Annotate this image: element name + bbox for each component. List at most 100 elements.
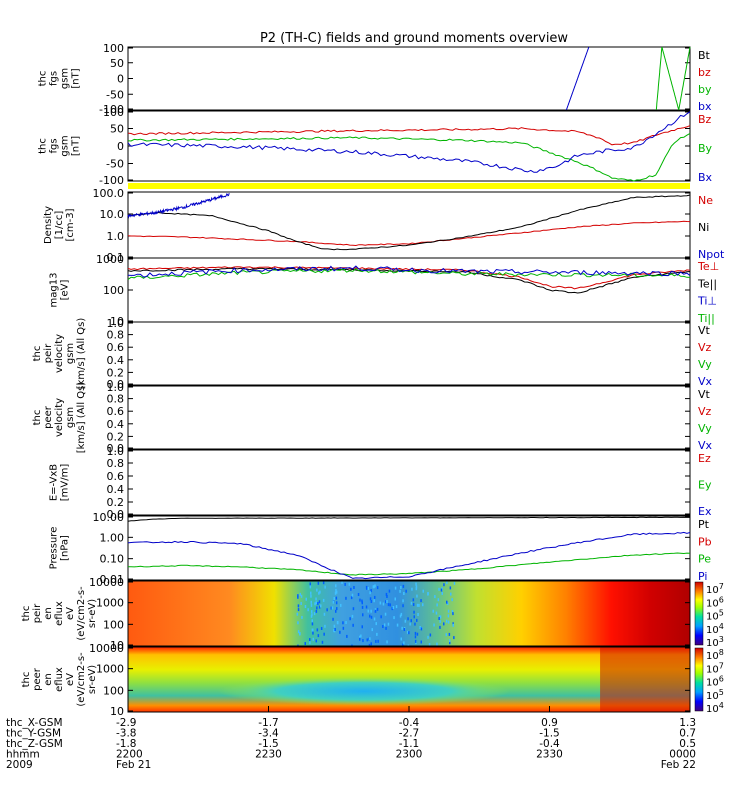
- legend-entry: Pi: [698, 570, 707, 583]
- peir-speckle: [399, 614, 402, 618]
- peir-speckle: [377, 639, 379, 643]
- y-tick-label: 100: [103, 284, 124, 297]
- peir-speckle: [348, 582, 351, 586]
- peir-speckle: [367, 609, 369, 613]
- colorbar-exponent: 7: [719, 661, 724, 670]
- peir-speckle: [318, 600, 321, 604]
- peir-speckle: [389, 603, 391, 607]
- legend-entry: By: [698, 142, 713, 155]
- y-axis-label-line: thc: [21, 606, 32, 622]
- peir-speckle: [447, 620, 450, 624]
- y-tick-label: 10.00: [93, 511, 125, 524]
- panel-frame: [127, 321, 691, 386]
- y-tick-label: 0.6: [107, 470, 125, 483]
- peir-speckle: [319, 590, 321, 594]
- peir-speckle: [330, 606, 332, 610]
- peir-speckle: [441, 591, 443, 595]
- y-tick-label: 10: [110, 315, 124, 328]
- peir-speckle: [387, 622, 390, 626]
- legend-entry: Ex: [698, 505, 712, 518]
- peir-speckle: [310, 600, 312, 604]
- legend-entry: Npot: [698, 248, 725, 261]
- peir-speckle: [353, 586, 355, 589]
- peir-speckle: [447, 609, 450, 613]
- y-axis-label-line: gsm: [60, 135, 71, 156]
- peir-speckle: [311, 610, 313, 614]
- legend-entry: Ez: [698, 452, 711, 465]
- colorbar-label: 105: [706, 688, 724, 702]
- peir-speckle: [344, 582, 346, 586]
- peir-speckle: [312, 628, 314, 632]
- peir-speckle: [405, 589, 407, 593]
- colorbar-exponent: 8: [719, 648, 724, 657]
- peer-hot-band: [600, 647, 690, 712]
- y-axis-label-line: Pressure: [49, 527, 60, 570]
- series-density-npot: [127, 192, 230, 219]
- legend-entry: Ti⊥: [697, 295, 717, 308]
- x-row-label: hhmm: [6, 749, 40, 761]
- peir-speckle: [304, 605, 307, 608]
- peir-speckle: [414, 639, 417, 643]
- peir-speckle: [453, 581, 456, 585]
- peir-speckle: [296, 612, 299, 616]
- panel-peer_spec: 10000 1000 100 10 thc peer en eflux eV (eV/cm2-s-…: [21, 642, 724, 718]
- y-axis-label-line: sr-eV): [87, 599, 98, 628]
- colorbar-label: 104: [706, 622, 724, 636]
- y-axis-label-line: [eV]: [60, 280, 71, 301]
- peir-speckle: [416, 618, 418, 622]
- x-row-label: 2009: [6, 759, 33, 771]
- peir-speckle: [385, 626, 387, 630]
- y-tick-label: 50: [110, 123, 124, 136]
- y-axis-label: thc peir en eflux eV (eV/cm2-s-sr-eV): [21, 586, 98, 641]
- panel-fgl: 100 50 0 -50 -100 thc fgs gsm [nT] Bz By Bx: [38, 106, 713, 187]
- y-tick-label: 100.0: [93, 187, 125, 200]
- legend-entry: bz: [698, 66, 711, 79]
- peir-speckle: [401, 626, 403, 630]
- colorbar-exponent: 7: [719, 582, 724, 591]
- peir-spectrogram: [128, 581, 690, 646]
- y-tick-label: 0.0: [107, 378, 125, 391]
- peir-speckle: [331, 606, 334, 610]
- legend-entry: bx: [698, 100, 712, 113]
- legend-entry: Bt: [698, 49, 711, 62]
- peir-speckle: [369, 597, 372, 601]
- colorbar-exponent: 5: [719, 688, 724, 697]
- y-tick-label: 50: [110, 57, 124, 70]
- peir-speckle: [375, 639, 377, 643]
- peir-speckle: [417, 613, 419, 616]
- peir-speckle: [446, 600, 448, 604]
- y-tick-label: 10: [110, 639, 124, 652]
- peir-speckle: [367, 586, 369, 590]
- panel-frame: [127, 515, 691, 581]
- y-axis-label-line: (eV/cm2-s-: [76, 586, 87, 641]
- colorbar-label: 103: [706, 635, 724, 649]
- peir-speckle: [357, 593, 360, 596]
- peir-speckle: [419, 626, 421, 629]
- peir-speckle: [402, 599, 404, 603]
- y-axis-label-line: velocity: [54, 398, 65, 437]
- peir-speckle: [336, 607, 338, 611]
- peir-speckle: [313, 612, 316, 616]
- y-tick-label: -100: [99, 174, 124, 187]
- peir-speckle: [410, 601, 413, 605]
- x-row-label: thc_Y-GSM: [6, 728, 61, 740]
- peir-speckle: [416, 603, 419, 607]
- peir-speckle: [385, 600, 387, 604]
- peir-speckle: [299, 632, 301, 636]
- colorbar-exponent: 6: [719, 675, 724, 684]
- peir-speckle: [351, 614, 354, 618]
- legend-entry: Ni: [698, 221, 709, 234]
- colorbar: [694, 647, 704, 712]
- peir-speckle: [393, 616, 395, 620]
- peir-speckle: [301, 615, 303, 619]
- peir-speckle: [339, 630, 341, 634]
- peir-speckle: [453, 636, 455, 640]
- peir-speckle: [384, 612, 387, 616]
- y-tick-label: 10000: [89, 576, 124, 589]
- peir-speckle: [297, 608, 300, 612]
- peir-speckle: [448, 632, 451, 636]
- y-tick-label: 10: [110, 705, 124, 718]
